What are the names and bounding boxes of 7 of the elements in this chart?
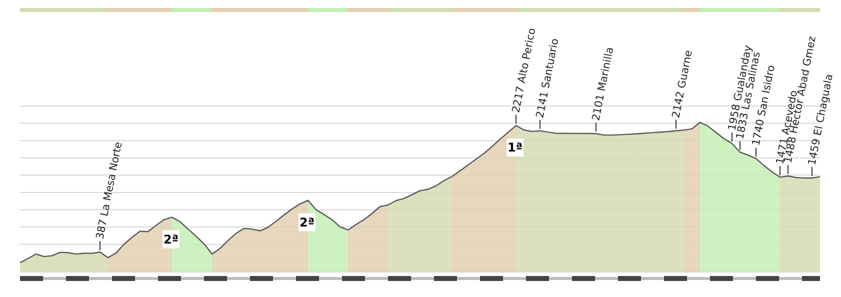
annotation: 2ª bbox=[163, 232, 179, 246]
annotation: 1ª bbox=[507, 140, 523, 155]
data-label: 2142 Guarne bbox=[670, 49, 695, 119]
data-label: 387 La Mesa Norte bbox=[94, 140, 125, 240]
annotation: 2ª bbox=[299, 215, 315, 230]
data-label: 2141 Santuario bbox=[534, 37, 562, 119]
data-label: 2101 Marinilla bbox=[590, 46, 616, 122]
